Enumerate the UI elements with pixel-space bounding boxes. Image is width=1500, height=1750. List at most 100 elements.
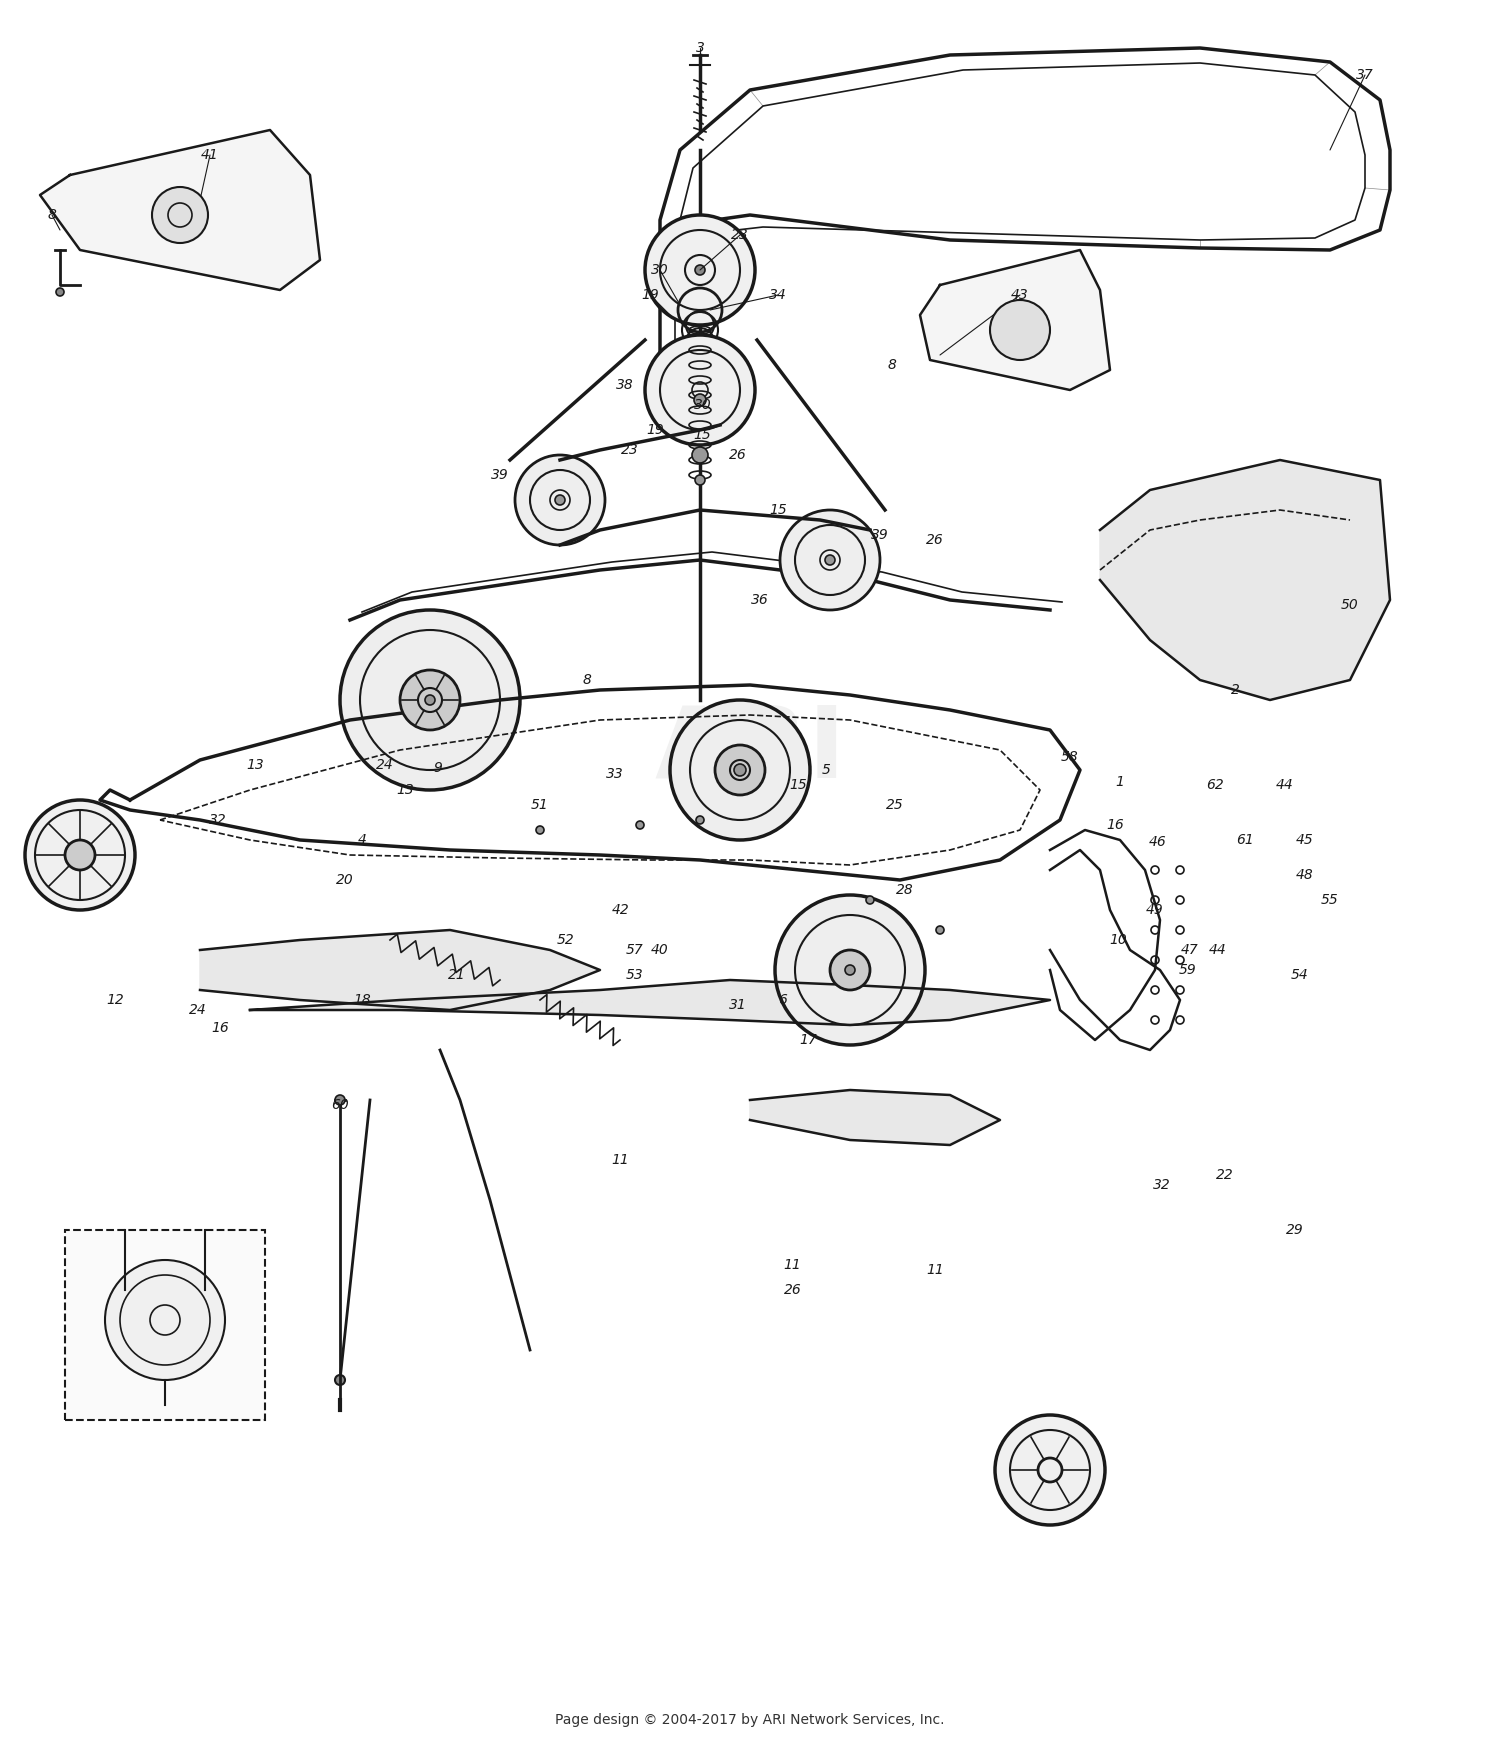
Text: 39: 39 [871,528,889,542]
Text: 20: 20 [336,873,354,887]
Text: 29: 29 [1286,1223,1304,1237]
Text: 44: 44 [1209,943,1227,957]
Text: 16: 16 [211,1020,230,1034]
Text: 22: 22 [1216,1167,1234,1181]
Text: 15: 15 [693,429,711,443]
Text: 31: 31 [729,997,747,1011]
Circle shape [865,896,874,905]
Circle shape [716,746,765,794]
Circle shape [825,555,836,565]
Circle shape [536,826,544,835]
Text: 43: 43 [1011,289,1029,303]
Text: 1: 1 [1116,775,1125,789]
Text: 55: 55 [1322,892,1340,906]
Text: 58: 58 [1060,751,1078,765]
Circle shape [734,765,746,775]
Circle shape [56,289,64,296]
Text: 53: 53 [626,968,644,982]
Circle shape [424,695,435,705]
Circle shape [670,700,810,840]
Circle shape [400,670,460,730]
Text: 39: 39 [490,467,508,481]
Text: 11: 11 [610,1153,628,1167]
Polygon shape [920,250,1110,390]
Circle shape [514,455,604,544]
Circle shape [696,816,703,824]
Text: 26: 26 [926,534,944,548]
Circle shape [694,474,705,485]
Text: 6: 6 [778,992,788,1006]
Text: 61: 61 [1236,833,1254,847]
Text: 8: 8 [582,674,591,688]
Text: 33: 33 [606,766,624,780]
Text: 8: 8 [48,208,57,222]
Text: 15: 15 [770,502,788,516]
Text: 15: 15 [789,779,807,793]
Circle shape [936,926,944,934]
Text: 2: 2 [1230,682,1239,696]
Polygon shape [750,1090,1000,1144]
Text: 16: 16 [1106,817,1124,831]
Text: 34: 34 [770,289,788,303]
Text: 30: 30 [651,262,669,276]
Text: 25: 25 [886,798,904,812]
Text: 47: 47 [1180,943,1198,957]
Text: 50: 50 [1341,598,1359,612]
Circle shape [334,1376,345,1384]
Polygon shape [251,980,1050,1026]
Text: 49: 49 [1146,903,1164,917]
Circle shape [64,840,94,870]
Polygon shape [1100,460,1390,700]
Text: 62: 62 [1206,779,1224,793]
Text: 40: 40 [651,943,669,957]
Circle shape [694,264,705,275]
Text: 44: 44 [1276,779,1294,793]
Text: 13: 13 [396,782,414,796]
Text: 32: 32 [209,814,226,828]
Text: 23: 23 [730,228,748,242]
Text: 21: 21 [448,968,466,982]
Circle shape [994,1416,1106,1524]
Circle shape [152,187,208,243]
Polygon shape [200,929,600,1010]
Text: 19: 19 [646,424,664,438]
Circle shape [636,821,644,830]
Text: 48: 48 [1296,868,1314,882]
Text: 36: 36 [752,593,770,607]
Text: 41: 41 [201,149,219,163]
Circle shape [694,394,706,406]
Text: 60: 60 [332,1097,350,1111]
Text: 51: 51 [531,798,549,812]
Text: 5: 5 [822,763,831,777]
Bar [64,1230,266,1419]
Circle shape [780,509,880,611]
Text: 11: 11 [783,1258,801,1272]
Circle shape [334,1096,345,1104]
Circle shape [26,800,135,910]
Circle shape [645,334,754,444]
Text: 37: 37 [1356,68,1374,82]
Text: 8: 8 [888,359,897,373]
Text: 26: 26 [784,1283,802,1297]
Text: 13: 13 [246,758,264,772]
Text: 54: 54 [1292,968,1310,982]
Text: Page design © 2004-2017 by ARI Network Services, Inc.: Page design © 2004-2017 by ARI Network S… [555,1713,945,1727]
Text: ARI: ARI [654,702,846,798]
Text: 19: 19 [640,289,658,303]
Text: 30: 30 [694,397,712,411]
Text: 24: 24 [376,758,394,772]
Text: 12: 12 [106,992,124,1006]
Text: 11: 11 [926,1264,944,1278]
Circle shape [645,215,754,326]
Text: 24: 24 [189,1003,207,1017]
Circle shape [340,611,520,789]
Circle shape [692,446,708,464]
Text: 17: 17 [800,1032,818,1046]
Text: 32: 32 [1154,1178,1172,1192]
Text: 10: 10 [1108,933,1126,947]
Text: 46: 46 [1149,835,1167,849]
Circle shape [555,495,566,506]
Text: 26: 26 [729,448,747,462]
Text: 45: 45 [1296,833,1314,847]
Polygon shape [40,130,320,290]
